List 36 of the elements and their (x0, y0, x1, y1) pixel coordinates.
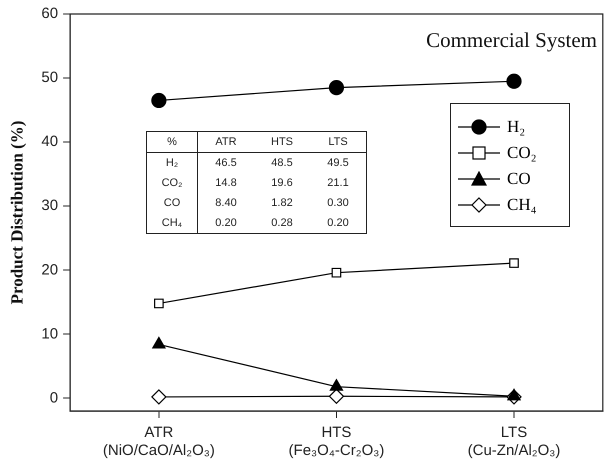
data-label: 0.30 (326, 196, 350, 211)
legend-label: H₂ (507, 117, 526, 137)
y-tick-label: CO₂ (146, 173, 198, 193)
y-tick-label: 10 (41, 325, 58, 342)
data-label: 19.6 (270, 176, 294, 191)
legend-label: CO (507, 169, 531, 189)
legend-label: CO₂ (507, 143, 537, 163)
data-label: 14.8 (214, 176, 238, 191)
y-tick-label: H₂ (146, 152, 198, 173)
data-label: 49.5 (326, 156, 350, 171)
y-tick-label: CO (146, 193, 198, 213)
data-label: 0.20 (326, 216, 350, 231)
data-label: 0.28 (270, 216, 294, 231)
x-tick-label: ATR (NiO/CaO/Al₂O₃) (102, 424, 215, 460)
data-label: 46.5 (214, 156, 238, 171)
x-tick-label: HTS (254, 132, 310, 152)
annotation: % (146, 132, 198, 152)
annotation: Commercial System (426, 28, 597, 53)
data-label: 48.5 (270, 156, 294, 171)
x-tick-label: ATR (198, 132, 254, 152)
data-label: 21.1 (326, 176, 350, 191)
y-axis-title: Product Distribution (%) (8, 120, 27, 304)
y-tick-label: CH₄ (146, 213, 198, 234)
y-tick-label: 50 (41, 69, 58, 86)
data-label: 0.20 (214, 216, 238, 231)
y-tick-label: 0 (50, 389, 58, 406)
x-tick-label: LTS (Cu-Zn/Al₂O₃) (468, 424, 560, 460)
x-tick-label: LTS (310, 132, 366, 152)
x-tick-label: HTS (Fe₃O₄-Cr₂O₃) (288, 424, 384, 460)
y-tick-label: 60 (41, 5, 58, 22)
y-tick-label: 20 (41, 261, 58, 278)
data-label: 8.40 (214, 196, 238, 211)
legend-label: CH₄ (507, 195, 537, 215)
data-label: 1.82 (270, 196, 294, 211)
y-tick-label: 40 (41, 133, 58, 150)
y-tick-label: 30 (41, 197, 58, 214)
